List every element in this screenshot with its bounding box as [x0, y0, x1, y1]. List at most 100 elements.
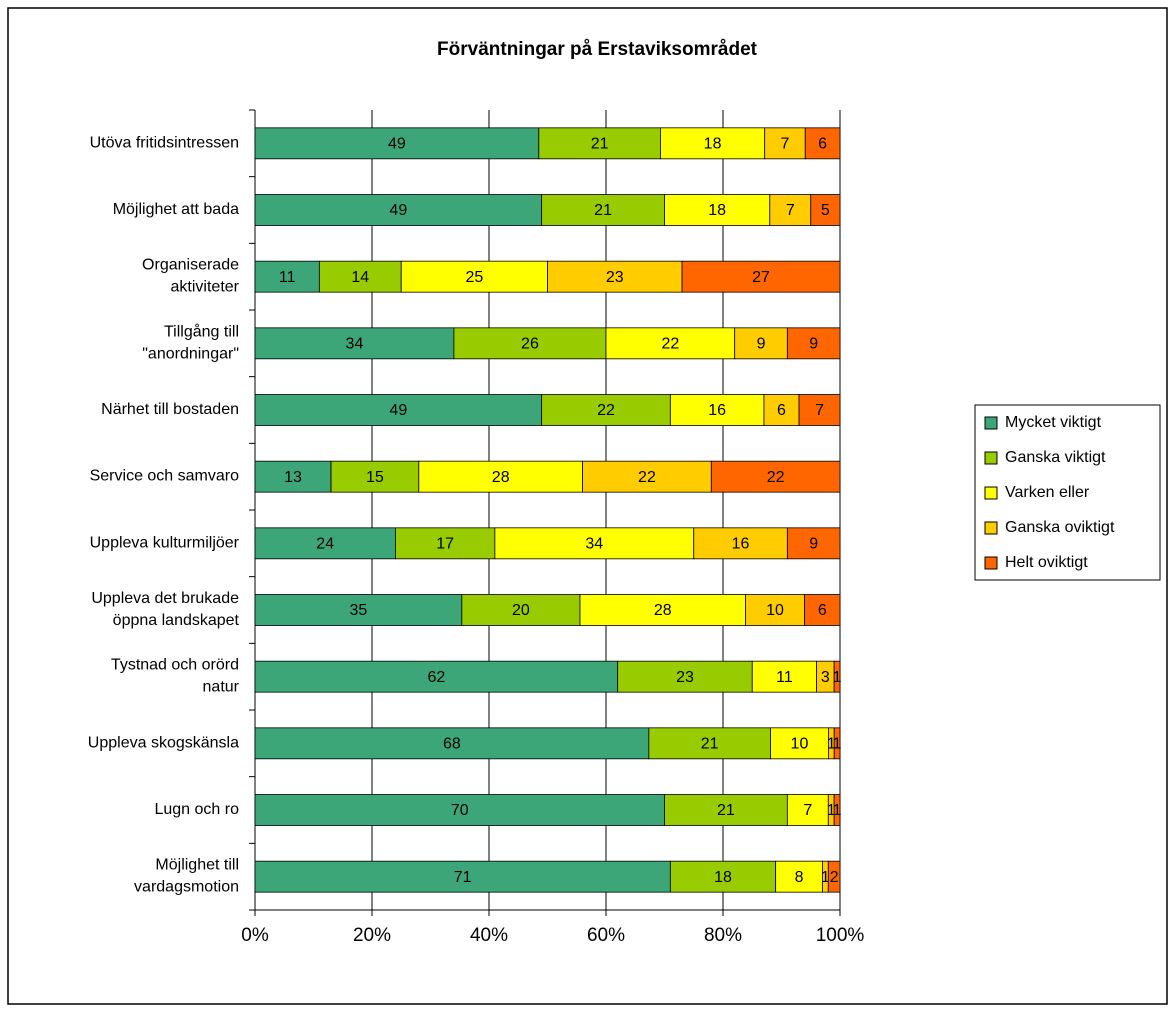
value-label: 22 — [597, 402, 615, 419]
x-tick-label: 0% — [241, 925, 269, 946]
x-tick-label: 60% — [587, 925, 625, 946]
value-label: 62 — [427, 669, 445, 686]
value-label: 23 — [606, 269, 624, 286]
legend-label: Ganska viktigt — [1005, 449, 1106, 466]
bar-segment — [775, 860, 823, 893]
bar-segment — [394, 527, 496, 560]
value-label: 7 — [803, 802, 812, 819]
value-label: 17 — [436, 536, 454, 553]
value-label: 49 — [388, 136, 406, 153]
bar-segment — [669, 860, 777, 893]
value-label: 28 — [492, 469, 510, 486]
y-tick-label-line: aktiviteter — [171, 279, 240, 296]
bar-segment — [254, 727, 650, 760]
x-tick-label: 80% — [704, 925, 742, 946]
value-label: 49 — [389, 402, 407, 419]
bar-segment — [710, 460, 841, 493]
value-label: 22 — [638, 469, 656, 486]
bar-segment — [827, 860, 841, 893]
bar-segment — [254, 527, 396, 560]
value-label: 34 — [346, 336, 364, 353]
legend-swatch — [984, 486, 998, 500]
y-tick-label: Närhet till bostaden — [101, 401, 239, 418]
y-tick-label: Utöva fritidsintressen — [90, 135, 239, 152]
value-label: 25 — [465, 269, 483, 286]
y-tick-label: Organiserade aktiviteter — [142, 257, 240, 296]
bar-segment — [769, 194, 812, 226]
y-tick-label-line: natur — [203, 679, 240, 696]
value-label: 16 — [732, 536, 750, 553]
y-tick-label-line: Service och samvaro — [90, 468, 239, 485]
bar-segment — [254, 260, 320, 293]
legend-swatch — [984, 451, 998, 465]
y-tick-label-line: "anordningar" — [142, 346, 239, 363]
y-tick-label: Lugn och ro — [154, 801, 239, 818]
bar-segment — [254, 660, 619, 693]
bar-segment — [804, 127, 841, 160]
bar-segment — [833, 660, 841, 693]
value-label: 6 — [777, 402, 786, 419]
bar-segment — [538, 127, 661, 160]
bar-segment — [764, 127, 806, 160]
legend-swatch — [984, 521, 998, 535]
value-label: 27 — [752, 269, 770, 286]
value-label: 24 — [316, 536, 334, 553]
chart-border — [7, 7, 1168, 1005]
bar-segment — [605, 327, 736, 360]
value-label: 14 — [351, 269, 369, 286]
chart-title: Förväntningar på Erstaviksområdet — [437, 39, 758, 60]
legend-box — [974, 404, 1161, 581]
value-label: 16 — [708, 402, 726, 419]
value-label: 10 — [791, 736, 809, 753]
y-tick-label-line: Organiserade — [142, 257, 239, 274]
value-label: 68 — [443, 736, 461, 753]
bar-segment — [547, 260, 683, 293]
legend-swatch — [984, 556, 998, 570]
value-label: 26 — [521, 336, 539, 353]
y-tick-label-line: Uppleva det brukade — [91, 590, 239, 607]
value-label: 11 — [279, 269, 296, 286]
value-label: 5 — [821, 202, 830, 219]
bar-segment — [582, 460, 712, 493]
value-label: 21 — [591, 136, 609, 153]
value-label: 35 — [350, 602, 368, 619]
value-label: 21 — [701, 736, 719, 753]
value-label: 3 — [821, 669, 830, 686]
bar-segment — [541, 194, 665, 226]
value-label: 7 — [815, 402, 824, 419]
legend-label: Ganska oviktigt — [1005, 519, 1115, 536]
bar-segment — [786, 327, 841, 360]
value-label: 1 — [827, 802, 836, 819]
value-label: 21 — [717, 802, 735, 819]
bar-segment — [461, 594, 581, 626]
y-tick-label-line: Uppleva skogskänsla — [88, 735, 239, 752]
value-label: 1 — [833, 669, 842, 686]
value-label: 8 — [795, 869, 804, 886]
value-label: 21 — [594, 202, 612, 219]
value-label: 15 — [366, 469, 384, 486]
bar-segment — [798, 394, 841, 426]
value-label: 9 — [757, 336, 766, 353]
bar-segment — [763, 394, 800, 426]
bar-segment — [254, 460, 332, 493]
value-label: 7 — [786, 202, 795, 219]
bar-segment — [400, 260, 548, 293]
bar-segment — [810, 194, 841, 226]
bar-segment — [804, 594, 841, 626]
value-label: 13 — [284, 469, 302, 486]
value-label: 9 — [809, 336, 818, 353]
value-label: 6 — [818, 602, 827, 619]
y-tick-label-line: Lugn och ro — [154, 801, 239, 818]
legend-label: Mycket viktigt — [1005, 414, 1102, 431]
y-tick-label-line: Möjlighet att bada — [113, 201, 239, 218]
bar-segment — [786, 527, 841, 560]
bar-segment — [693, 527, 788, 560]
bar-segment — [681, 260, 841, 293]
x-tick-label: 20% — [353, 925, 391, 946]
value-label: 2 — [830, 869, 839, 886]
y-tick-label-line: Uppleva kulturmiljöer — [90, 535, 240, 552]
value-label: 28 — [654, 602, 672, 619]
bar-segment — [648, 727, 771, 760]
legend-label: Varken eller — [1005, 484, 1090, 501]
bar-segment — [751, 660, 817, 693]
